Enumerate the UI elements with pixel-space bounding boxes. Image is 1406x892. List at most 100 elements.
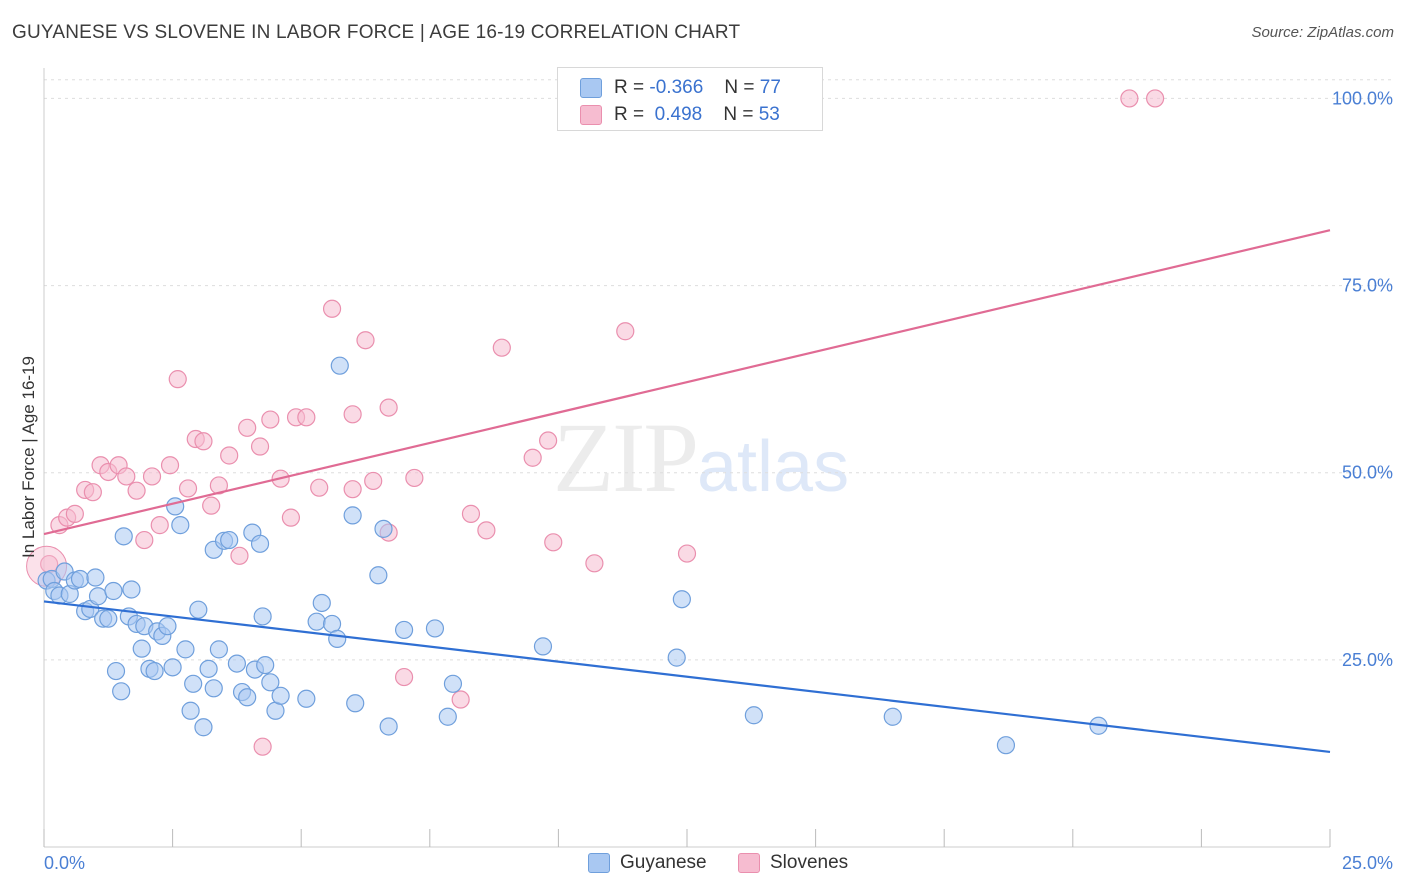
watermark-zip: ZIP	[553, 402, 699, 513]
slovenes-point	[364, 471, 383, 491]
guyanese-point	[438, 707, 457, 726]
guyanese-point	[996, 736, 1016, 755]
guyanese-point	[145, 661, 164, 681]
y-tick-label: 50.0%	[1342, 463, 1393, 483]
guyanese-point	[86, 568, 105, 587]
slovenes-point	[356, 331, 375, 350]
slovenes-point	[261, 410, 280, 429]
guyanese-point	[253, 607, 272, 626]
x-tick-label-max: 25.0%	[1342, 853, 1393, 873]
guyanese-point	[184, 674, 203, 693]
guyanese-point	[163, 658, 182, 677]
slovenes-point	[168, 370, 187, 389]
guyanese-point	[307, 612, 326, 631]
slovenes-points	[26, 89, 1165, 756]
guyanese-point	[744, 706, 763, 725]
slovenes-point	[322, 299, 342, 318]
slovenes-point	[1120, 89, 1139, 108]
slovenes-point	[127, 481, 146, 500]
slovenes-point	[297, 408, 316, 427]
guyanese-point	[250, 534, 270, 553]
slovenes-point	[544, 533, 563, 552]
guyanese-point	[158, 617, 177, 636]
guyanese-point	[238, 688, 257, 707]
guyanese-points	[37, 356, 1108, 755]
slovenes-point	[178, 479, 198, 498]
guyanese-point	[104, 581, 123, 601]
slovenes-point	[405, 468, 424, 488]
guyanese-point	[328, 629, 347, 648]
guyanese-point	[394, 620, 414, 640]
legend-r-value: -0.366	[649, 77, 704, 98]
slovenes-point	[477, 521, 496, 540]
guyanese-point	[70, 569, 90, 589]
guyanese-point	[374, 519, 393, 538]
slovenes-point	[523, 448, 542, 467]
y-tick-labels: 25.0% 50.0% 75.0% 100.0%	[1332, 88, 1393, 669]
guyanese-point	[533, 637, 553, 656]
legend-r-label: R =	[614, 77, 645, 98]
guyanese-point	[369, 566, 388, 585]
slovenes-point	[310, 478, 329, 497]
guyanese-point	[181, 701, 200, 720]
slovenes-swatch	[738, 853, 760, 873]
grid-lines	[44, 79, 1395, 661]
guyanese-point	[330, 356, 349, 375]
guyanese-point	[166, 497, 185, 516]
slovenes-point	[142, 467, 162, 486]
slovenes-point	[209, 476, 228, 495]
slovenes-point	[238, 418, 257, 437]
guyanese-swatch	[588, 853, 610, 873]
guyanese-point	[256, 655, 275, 675]
legend-n-label: N =	[723, 104, 754, 125]
slovenes-point	[160, 456, 180, 475]
legend-r-value: 0.498	[649, 104, 703, 125]
slovenes-trend-line	[43, 229, 1331, 536]
guyanese-point	[261, 673, 280, 692]
legend-r-label: R =	[614, 104, 645, 125]
bottom-legend-label: Slovenes	[770, 852, 849, 873]
legend-n-label: N =	[724, 77, 755, 98]
slovenes-point	[394, 667, 414, 687]
slovenes-point	[677, 544, 697, 563]
slovenes-point	[253, 737, 272, 756]
slovenes-point	[616, 322, 635, 341]
slovenes-point	[492, 338, 511, 357]
guyanese-point	[194, 718, 213, 737]
correlation-legend: R = -0.366 N = 77 R = 0.498 N = 53	[557, 67, 823, 131]
guyanese-point	[199, 659, 218, 678]
legend-n-value: 53	[758, 104, 780, 125]
guyanese-trend-line	[43, 600, 1331, 754]
slovenes-point	[150, 516, 169, 535]
slovenes-point	[65, 504, 84, 523]
x-tick-label-min: 0.0%	[44, 853, 85, 873]
slovenes-point	[1146, 89, 1165, 108]
slovenes-point	[135, 530, 154, 550]
slovenes-point	[117, 467, 136, 486]
y-axis-title: In Labor Force | Age 16-19	[19, 356, 38, 558]
slovenes-point	[194, 432, 213, 451]
source-label: Source: ZipAtlas.com	[1251, 24, 1394, 41]
y-tick-label: 25.0%	[1342, 650, 1393, 670]
guyanese-point	[672, 590, 691, 609]
guyanese-point	[346, 694, 365, 713]
chart-title: GUYANESE VS SLOVENE IN LABOR FORCE | AGE…	[12, 22, 741, 43]
guyanese-point	[271, 686, 290, 705]
guyanese-point	[176, 640, 195, 659]
slovenes-point	[451, 690, 470, 709]
bottom-legend-label: Guyanese	[620, 852, 707, 873]
slovenes-point	[250, 437, 270, 456]
guyanese-point	[312, 593, 331, 613]
guyanese-point	[112, 682, 131, 701]
slovenes-point	[343, 480, 362, 499]
slovenes-point	[343, 405, 362, 424]
guyanese-point	[209, 640, 228, 659]
slovenes-point	[539, 431, 558, 450]
guyanese-point	[297, 689, 316, 708]
legend-n-value: 77	[759, 77, 781, 98]
guyanese-point	[379, 717, 398, 736]
guyanese-point	[106, 661, 126, 681]
guyanese-point	[883, 707, 902, 726]
trend-lines	[43, 229, 1331, 754]
guyanese-point	[122, 580, 141, 599]
